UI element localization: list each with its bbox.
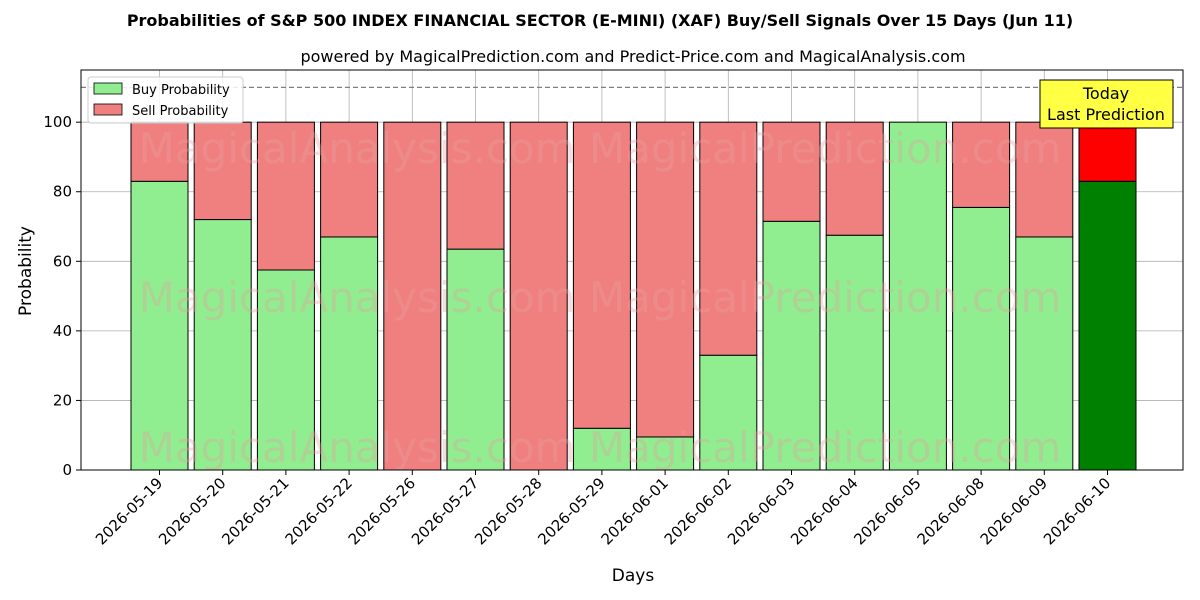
legend-box [87, 76, 244, 124]
x-tick-label: 2026-05-27 [408, 474, 482, 548]
annotation-line-today: Today [1082, 84, 1129, 103]
x-tick-label: 2026-06-08 [914, 474, 988, 548]
bar-buy-2026-06-08 [952, 206, 1011, 471]
bars [130, 121, 1137, 471]
x-tick-label: 2026-05-19 [92, 474, 166, 548]
x-tick-label: 2026-05-28 [471, 474, 545, 548]
y-axis: 0 20 40 60 80 100 [43, 113, 81, 479]
chart-title: Probabilities of S&P 500 INDEX FINANCIAL… [127, 11, 1073, 30]
watermark-text: MagicalAnalysis.com MagicalPrediction.co… [139, 423, 1062, 472]
y-tick-label: 60 [53, 252, 72, 270]
x-tick-label: 2026-05-20 [155, 474, 229, 548]
x-tick-label: 2026-05-29 [534, 474, 608, 548]
bar-buy-2026-06-04 [825, 234, 884, 471]
today-annotation: Today Last Prediction [1039, 79, 1174, 129]
watermark-text: MagicalAnalysis.com MagicalPrediction.co… [139, 273, 1062, 322]
x-axis-label: Days [612, 566, 655, 586]
x-tick-label: 2026-05-26 [345, 474, 419, 548]
bar-buy-2026-05-22 [320, 236, 379, 471]
bar-buy-2026-05-20 [193, 219, 252, 471]
legend-swatch-buy [93, 82, 123, 95]
y-tick-label: 100 [43, 113, 72, 131]
bar-sell-2026-05-29 [572, 121, 631, 429]
legend-label-buy: Buy Probability [132, 83, 230, 98]
bar-sell-2026-05-27 [446, 121, 505, 250]
x-tick-label: 2026-06-10 [1040, 474, 1114, 548]
bar-sell-2026-06-02 [699, 121, 758, 356]
bar-sell-2026-05-22 [320, 121, 379, 238]
bar-sell-2026-05-26 [383, 121, 442, 471]
legend: Buy Probability Sell Probability [87, 76, 244, 124]
annotation-line-last-prediction: Last Prediction [1047, 105, 1165, 124]
bar-buy-2026-06-01 [636, 436, 695, 471]
y-axis-label: Probability [16, 226, 36, 316]
y-tick-label: 40 [53, 322, 72, 340]
chart-subtitle: powered by MagicalPrediction.com and Pre… [300, 47, 965, 66]
bar-buy-2026-06-03 [762, 220, 821, 471]
y-tick-label: 0 [62, 461, 72, 479]
bar-sell-2026-05-28 [509, 121, 568, 471]
bar-buy-2026-05-27 [446, 248, 505, 471]
bar-buy-2026-05-21 [256, 269, 315, 471]
bar-buy-2026-05-29 [572, 427, 631, 471]
x-tick-label: 2026-06-04 [787, 474, 861, 548]
bar-sell-2026-06-10 [1078, 121, 1137, 182]
plot-frame [80, 69, 1184, 471]
y-tick-label: 20 [53, 391, 72, 409]
bar-sell-2026-06-08 [952, 121, 1011, 208]
legend-label-sell: Sell Probability [132, 104, 229, 119]
bar-sell-2026-06-04 [825, 121, 884, 236]
x-tick-label: 2026-05-22 [282, 474, 356, 548]
bar-buy-2026-06-09 [1015, 236, 1074, 471]
x-tick-label: 2026-06-02 [661, 474, 735, 548]
watermark-text: MagicalAnalysis.com MagicalPrediction.co… [139, 124, 1062, 173]
x-tick-label: 2026-06-09 [977, 474, 1051, 548]
watermarks: MagicalAnalysis.com MagicalPrediction.co… [139, 124, 1062, 472]
y-tick-label: 80 [53, 183, 72, 201]
x-tick-label: 2026-06-01 [598, 474, 672, 548]
bar-buy-2026-06-05 [888, 121, 947, 471]
bar-buy-2026-06-10 [1078, 180, 1137, 471]
bar-sell-2026-06-03 [762, 121, 821, 222]
x-tick-label: 2026-05-21 [218, 474, 292, 548]
bar-buy-2026-06-02 [699, 354, 758, 471]
legend-swatch-sell [93, 103, 123, 116]
bar-sell-2026-06-01 [636, 121, 695, 438]
x-axis: 2026-05-192026-05-202026-05-212026-05-22… [92, 470, 1114, 548]
x-tick-label: 2026-06-05 [850, 474, 924, 548]
bar-sell-2026-05-19 [130, 121, 189, 182]
annotation-box [1039, 79, 1174, 129]
bar-sell-2026-05-21 [256, 121, 315, 271]
x-tick-label: 2026-06-03 [724, 474, 798, 548]
